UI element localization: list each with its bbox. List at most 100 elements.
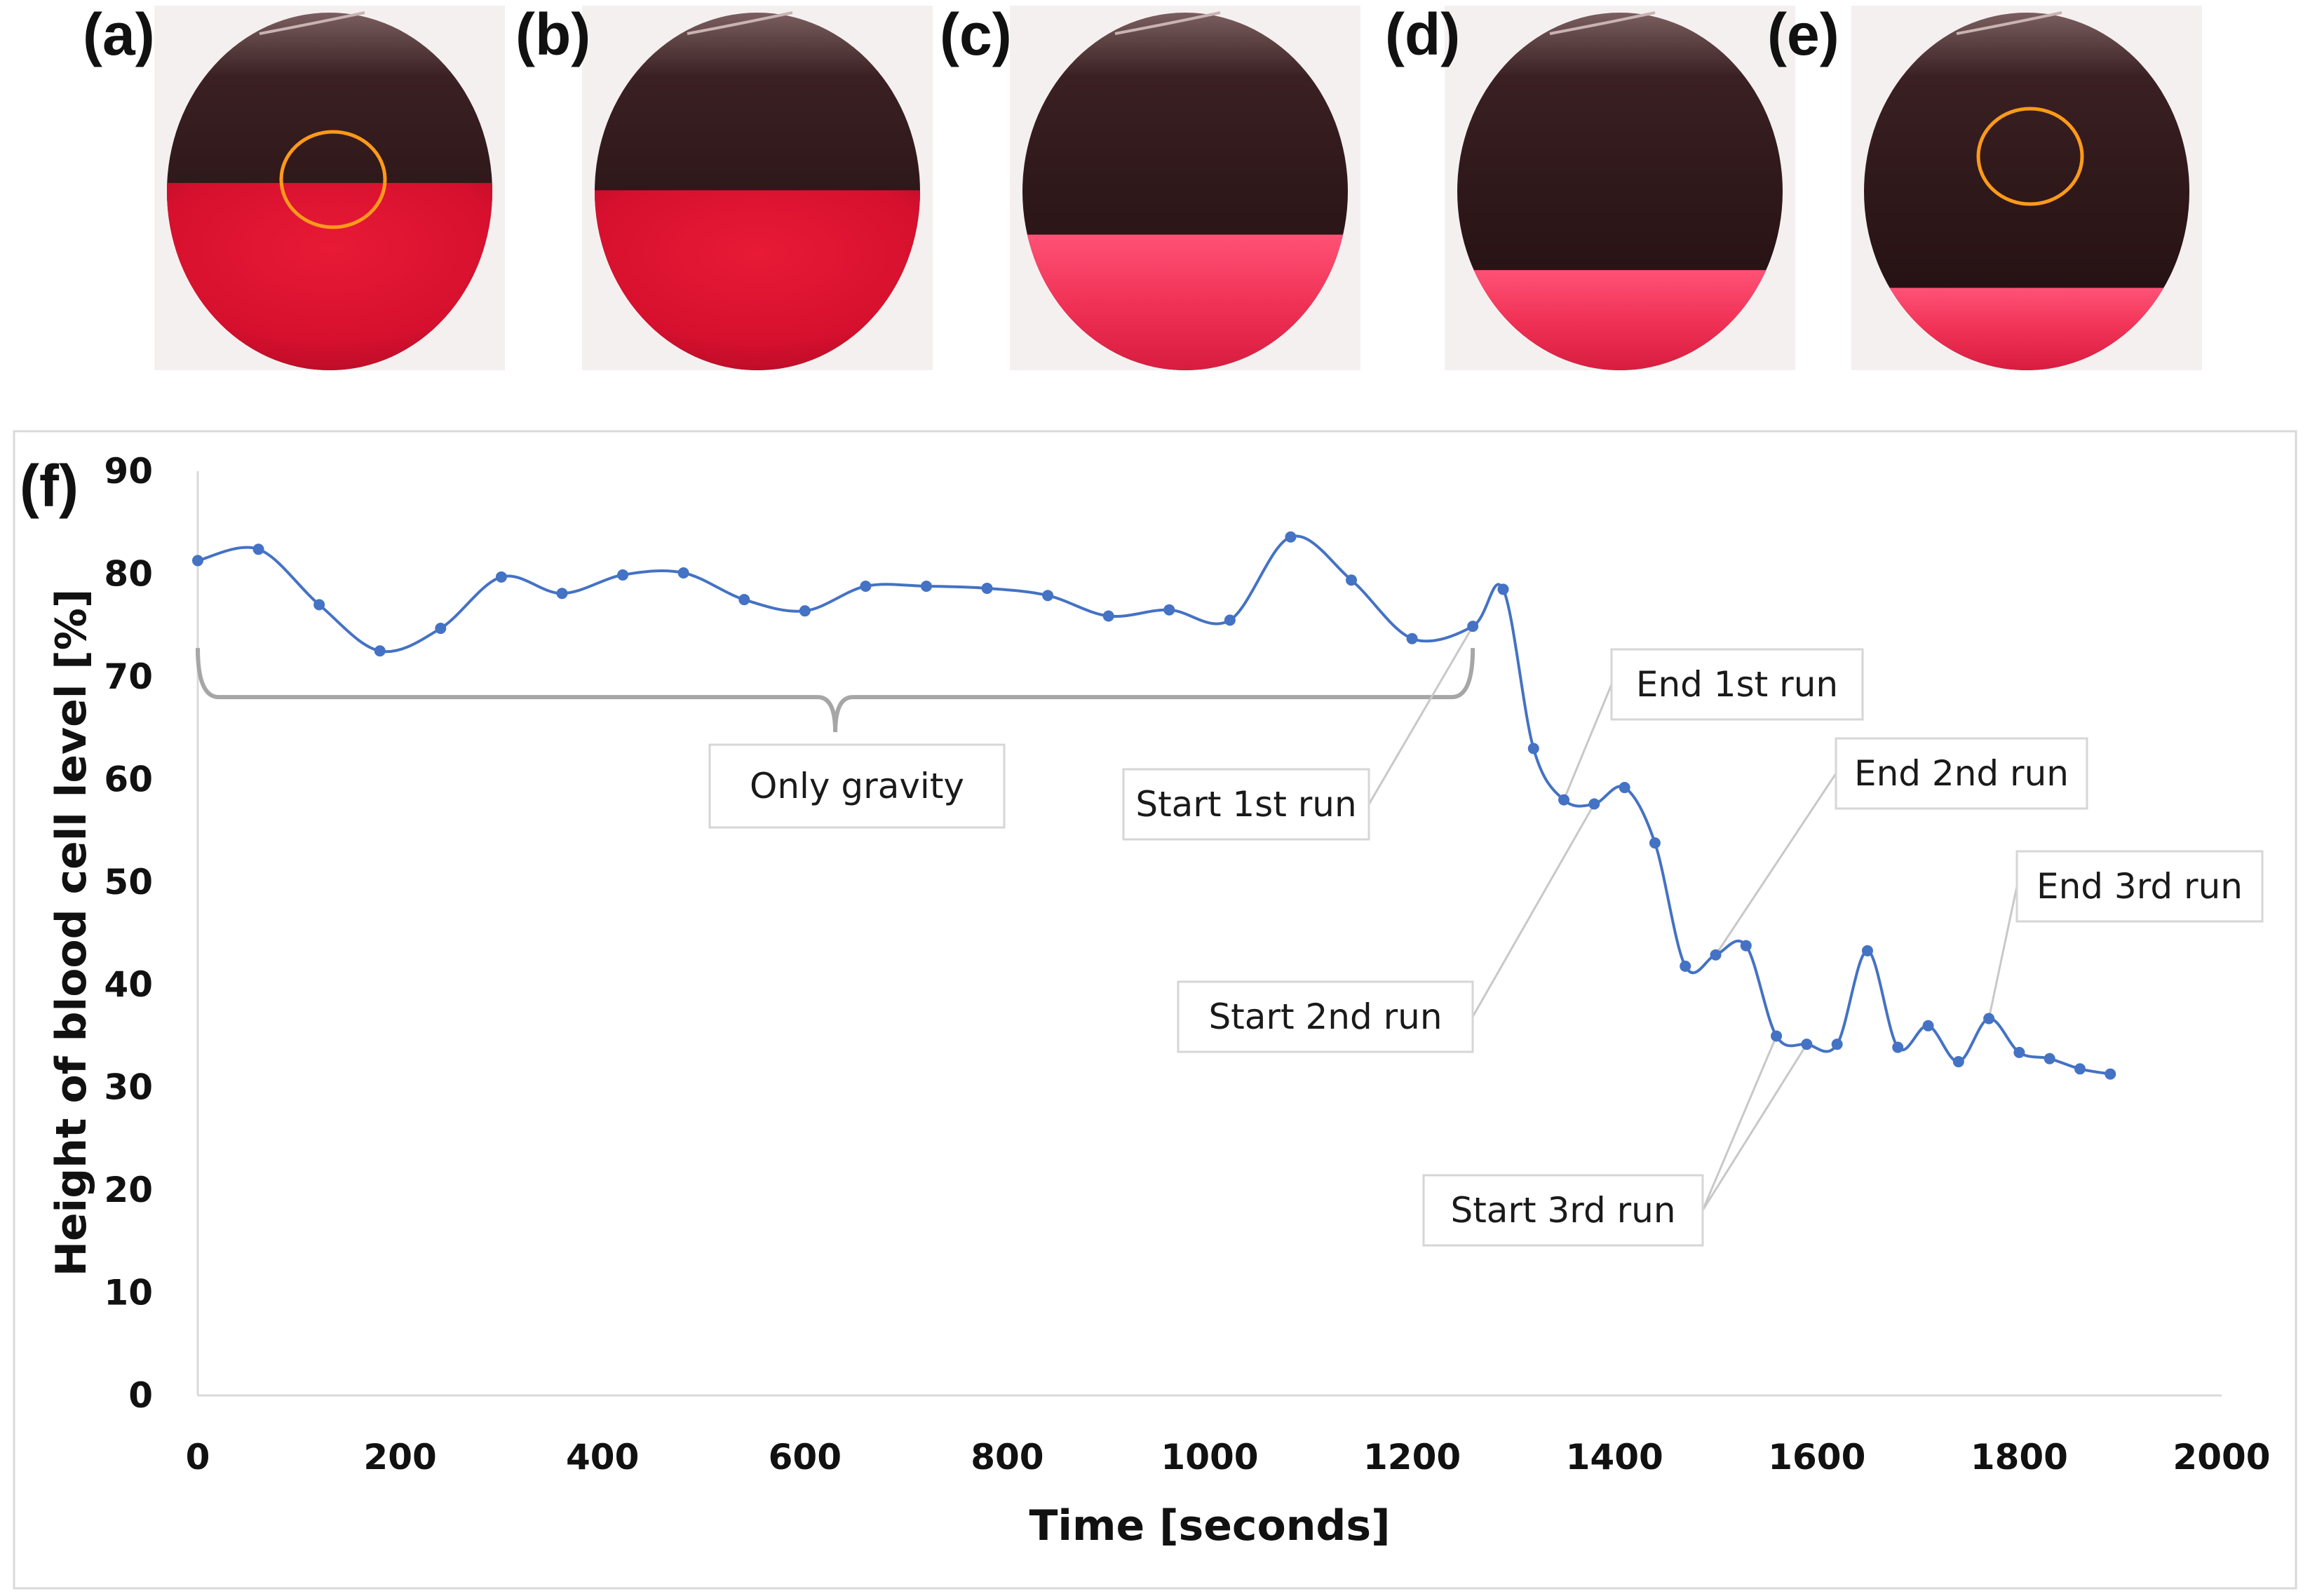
callout-box: [708, 743, 1006, 829]
y-tick-label: 70: [104, 656, 153, 697]
needle-icon: [687, 11, 793, 35]
y-tick-label: 90: [104, 451, 153, 492]
data-point: [1467, 621, 1479, 633]
callout-box: [2015, 850, 2264, 923]
y-tick-label: 80: [104, 553, 153, 594]
roi-circle-icon: [279, 130, 387, 229]
callout-label: End 1st run: [1636, 664, 1838, 705]
needle-icon: [1114, 11, 1221, 35]
data-point: [2074, 1063, 2086, 1075]
x-tick-label: 800: [971, 1437, 1043, 1477]
y-tick-label: 20: [104, 1170, 153, 1210]
x-tick-label: 2000: [2173, 1437, 2270, 1477]
roi-circle-icon: [1976, 107, 2084, 206]
egg-shell: [1864, 13, 2189, 370]
needle-icon: [1549, 11, 1656, 35]
panel-label-b: (b): [515, 1, 590, 67]
data-point: [556, 588, 568, 600]
series-line: [197, 534, 2111, 1076]
data-point: [1861, 945, 1873, 956]
chart-frame: [13, 430, 2297, 1590]
data-point: [799, 605, 811, 617]
data-point: [1801, 1039, 1813, 1050]
data-point: [920, 581, 932, 593]
callout-label: Start 1st run: [1135, 784, 1356, 825]
callout-label: Start 2nd run: [1208, 996, 1442, 1037]
data-point: [495, 571, 507, 583]
x-tick-label: 1400: [1566, 1437, 1663, 1477]
panel-label-c: (c): [940, 1, 1012, 67]
callout-box: [1835, 737, 2088, 810]
data-point: [2105, 1068, 2116, 1080]
data-point: [738, 594, 750, 606]
photo-panel-b: [582, 6, 933, 370]
data-point: [1710, 949, 1722, 961]
data-point: [1163, 604, 1175, 616]
y-tick-label: 40: [104, 964, 153, 1005]
y-axis-title: Height of blood cell level [%]: [47, 589, 96, 1276]
data-point: [1588, 798, 1600, 810]
callout-leader-line: [1471, 803, 1595, 1017]
data-point: [1102, 610, 1114, 622]
data-point: [2044, 1053, 2055, 1064]
x-tick-label: 0: [186, 1437, 210, 1477]
callout-leader-line: [1987, 886, 2018, 1019]
data-point: [617, 569, 629, 581]
data-point: [1619, 782, 1630, 794]
callout-leader-line: [1562, 684, 1613, 801]
y-tick-label: 0: [128, 1375, 153, 1416]
data-point: [1042, 590, 1054, 602]
x-tick-label: 400: [566, 1437, 639, 1477]
data-point: [981, 582, 993, 594]
leader-layer: [1367, 625, 2018, 1211]
panel-label-a: (a): [83, 1, 155, 67]
callout-box: [1177, 980, 1474, 1053]
panel-label-d: (d): [1385, 1, 1460, 67]
data-point: [1680, 960, 1691, 972]
photo-panel-a: [154, 6, 505, 370]
y-tick-label: 10: [104, 1273, 153, 1313]
y-tick-labels: 0 10 20 30 40 50 60 70 80 90: [104, 451, 153, 1416]
data-point: [1983, 1013, 1995, 1024]
photo-panel-d: [1445, 6, 1795, 370]
callout-label: Start 3rd run: [1450, 1190, 1675, 1231]
data-point: [677, 567, 689, 579]
x-tick-label: 200: [363, 1437, 436, 1477]
data-point: [1558, 794, 1570, 806]
series-layer: [192, 531, 2116, 1080]
data-point: [1831, 1039, 1843, 1050]
callout-leader-line: [1715, 773, 1837, 956]
data-point: [1285, 531, 1297, 543]
data-point: [252, 543, 264, 555]
x-tick-label: 1600: [1768, 1437, 1865, 1477]
photo-panel-c: [1010, 6, 1360, 370]
data-point: [1527, 743, 1539, 755]
needle-icon: [259, 11, 365, 35]
photo-panel-e: [1851, 6, 2202, 370]
data-point: [1892, 1041, 1904, 1053]
callout-leader-line: [1367, 625, 1474, 805]
callout-label: End 2nd run: [1854, 753, 2069, 794]
data-point: [2013, 1046, 2025, 1058]
callout-box: [1422, 1174, 1704, 1247]
data-point: [1771, 1030, 1783, 1042]
callout-label: Only gravity: [750, 766, 964, 806]
data-point: [1346, 574, 1358, 586]
data-point: [1497, 583, 1509, 595]
x-tick-label: 1000: [1161, 1437, 1258, 1477]
data-point: [192, 555, 203, 567]
y-tick-label: 50: [104, 862, 153, 902]
callout-leader-line: [1701, 1043, 1808, 1211]
callout-box: [1610, 648, 1864, 721]
x-tick-labels: 0 200 400 600 800 1000 1200 1400 1600 1800 2000: [186, 1437, 2271, 1477]
y-tick-label: 60: [104, 759, 153, 799]
callout-box: [1122, 768, 1370, 841]
panel-label-f: (f): [20, 453, 79, 519]
data-point: [1740, 940, 1752, 952]
panel-label-e: (e): [1767, 1, 1839, 67]
needle-icon: [1956, 11, 2062, 35]
x-tick-label: 600: [769, 1437, 842, 1477]
callout-layer: Only gravity Start 1st run End 1st run Star…: [708, 648, 2264, 1247]
data-point: [1952, 1056, 1964, 1068]
